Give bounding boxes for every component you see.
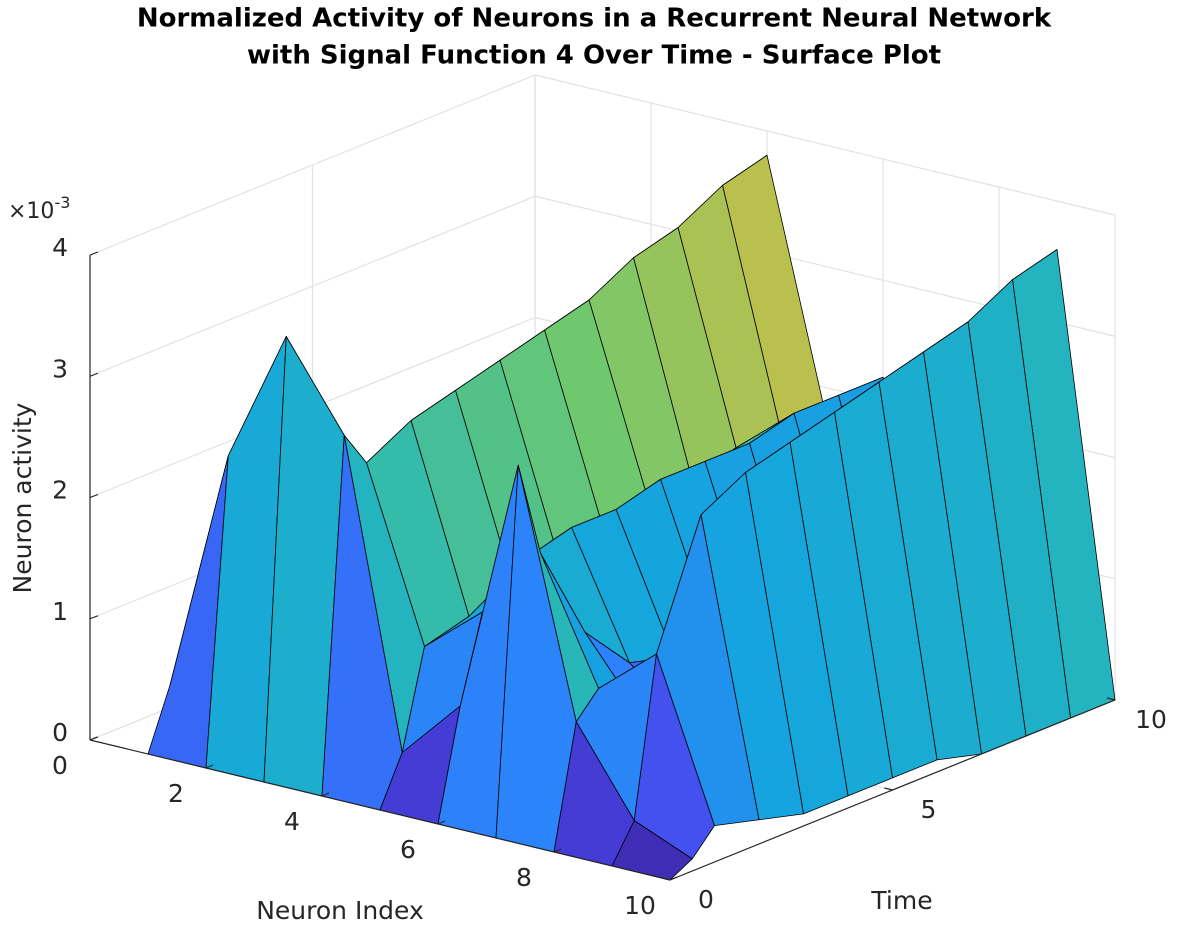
x-tick-label: 8 [516, 863, 532, 892]
chart-title: with Signal Function 4 Over Time - Surfa… [247, 41, 941, 71]
z-multiplier-base: ×10 [8, 199, 54, 224]
y-tick-label: 10 [1135, 705, 1167, 734]
z-multiplier: ×10-3 [8, 193, 70, 225]
tick-mark [661, 877, 671, 881]
tick-mark [553, 848, 562, 853]
x-tick-label: 10 [624, 891, 656, 920]
tick-mark [89, 615, 99, 620]
tick-mark [205, 764, 214, 769]
x-tick-label: 0 [52, 751, 68, 780]
y-tick-label: 5 [921, 795, 937, 824]
tick-mark [89, 372, 99, 377]
grid-line [534, 74, 1116, 216]
x-axis [89, 739, 671, 881]
z-tick-label: 3 [52, 354, 68, 383]
chart-title: Normalized Activity of Neurons in a Recu… [137, 4, 1052, 34]
surface [147, 154, 1116, 881]
x-tick-label: 6 [400, 835, 416, 864]
z-tick-label: 2 [52, 476, 68, 505]
x-tick-label: 2 [168, 779, 184, 808]
tick-mark [884, 787, 893, 791]
tick-mark [321, 792, 330, 797]
y-axis-label: Time [870, 886, 932, 915]
z-tick-label: 4 [52, 233, 68, 262]
z-tick-label: 0 [52, 718, 68, 747]
x-tick-label: 4 [284, 807, 300, 836]
tick-mark [89, 493, 99, 499]
z-multiplier-exponent: -3 [54, 193, 70, 212]
tick-mark [89, 736, 98, 741]
x-axis-label: Neuron Index [256, 896, 424, 925]
z-tick-label: 1 [52, 597, 68, 626]
tick-mark [437, 820, 446, 825]
tick-mark [1106, 697, 1116, 701]
tick-mark [89, 251, 99, 256]
z-axis-label: Neuron activity [8, 402, 37, 593]
y-tick-label: 0 [698, 885, 714, 914]
tick-mark [669, 876, 678, 881]
